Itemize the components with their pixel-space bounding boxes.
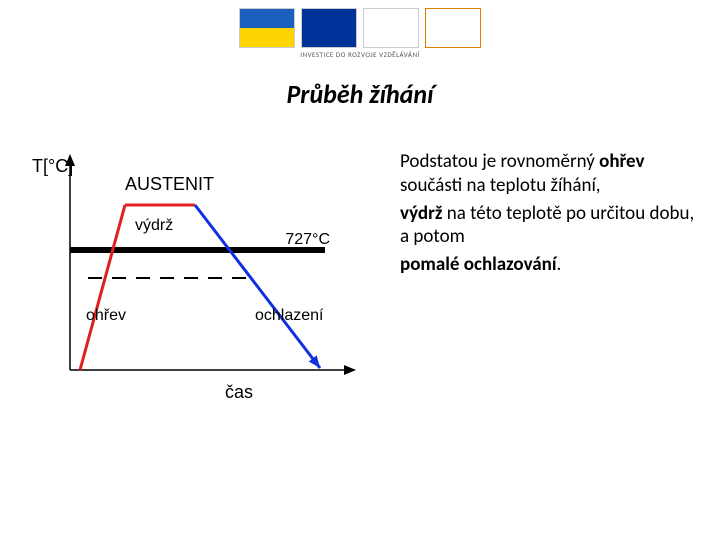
msmt-logo: [363, 8, 419, 48]
paragraph-1: Podstatou je rovnoměrný ohřev součásti n…: [400, 150, 700, 198]
body-text: Podstatou je rovnoměrný ohřev součásti n…: [400, 150, 700, 281]
eu-logo: [301, 8, 357, 48]
svg-text:T[°C]: T[°C]: [32, 156, 73, 176]
opvk-logo: [425, 8, 481, 48]
svg-text:čas: čas: [225, 382, 253, 402]
logo-strip: [239, 8, 481, 48]
paragraph-3: pomalé ochlazování.: [400, 253, 700, 277]
p2-text-b: na této teplotě po určitou dobu, a potom: [400, 202, 694, 249]
page-title: Průběh žíhání: [0, 78, 720, 110]
svg-text:výdrž: výdrž: [135, 217, 173, 234]
svg-text:ohřev: ohřev: [86, 307, 126, 324]
paragraph-2: výdrž na této teplotě po určitou dobu, a…: [400, 202, 700, 250]
esf-logo: [239, 8, 295, 48]
annealing-chart: T[°C] čas AUSTENIT 727°C ohřev výdrž ochlazení: [30, 150, 370, 410]
p1-text-a: Podstatou je rovnoměrný: [400, 150, 599, 173]
p1-text-c: součásti na teplotu žíhání,: [400, 174, 601, 197]
p1-ohrev: ohřev: [599, 150, 644, 173]
chart-svg: T[°C] čas AUSTENIT 727°C ohřev výdrž ochlazení: [30, 150, 370, 410]
logos-subtitle: INVESTICE DO ROZVOJE VZDĚLÁVÁNÍ: [300, 50, 420, 59]
svg-text:ochlazení: ochlazení: [255, 307, 324, 324]
svg-text:727°C: 727°C: [285, 231, 330, 248]
p3-ochl: pomalé ochlazování: [400, 253, 557, 276]
p2-vydrz: výdrž: [400, 202, 442, 225]
svg-text:AUSTENIT: AUSTENIT: [125, 174, 214, 194]
p3-dot: .: [557, 253, 562, 276]
slide: INVESTICE DO ROZVOJE VZDĚLÁVÁNÍ Průběh ž…: [0, 0, 720, 540]
